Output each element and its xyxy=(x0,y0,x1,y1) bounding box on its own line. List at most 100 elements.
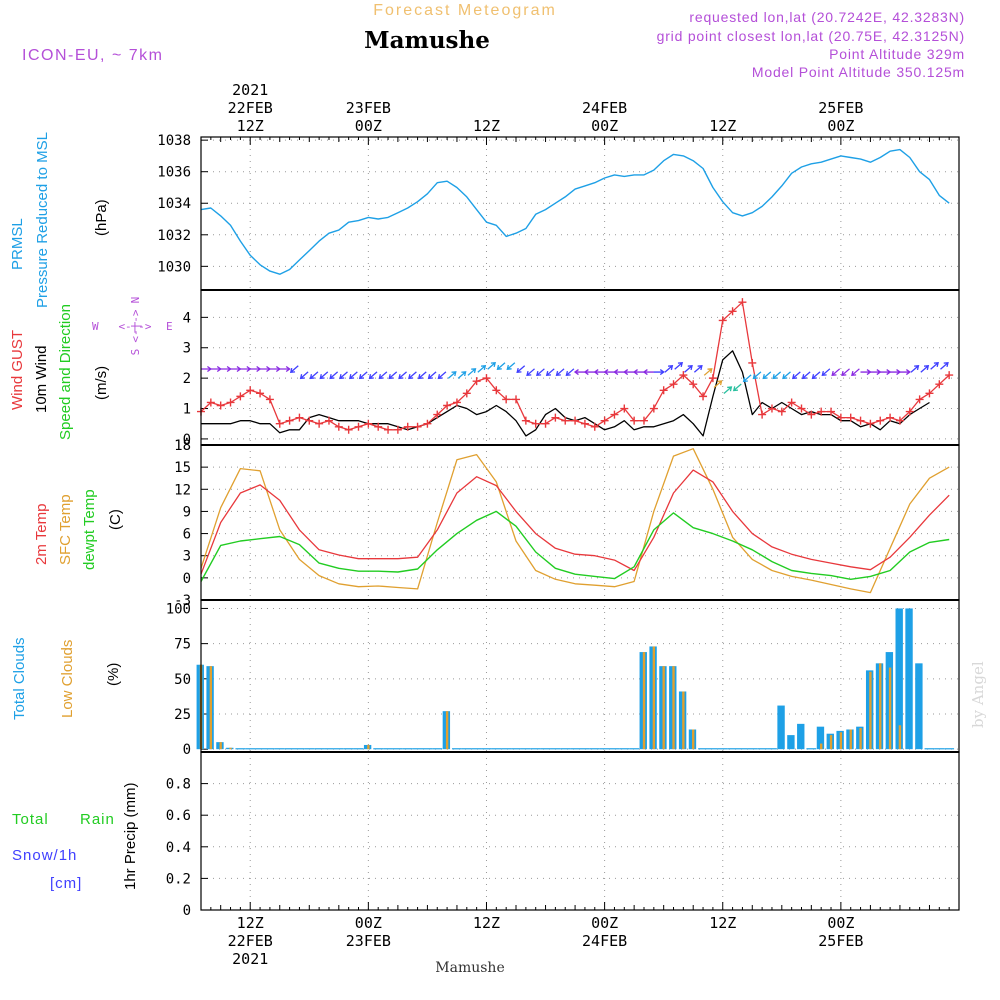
wind-ytick-label: 3 xyxy=(183,341,191,357)
total-cloud-bar xyxy=(353,748,364,750)
low-cloud-bar xyxy=(839,732,843,750)
wind-direction-arrow xyxy=(732,383,742,392)
time-label-bottom: 12Z xyxy=(709,914,736,932)
wind-direction-arrow xyxy=(772,371,782,380)
pressure-ytick-label: 1034 xyxy=(157,196,191,212)
wind-direction-arrow xyxy=(417,371,427,380)
low-cloud-bar xyxy=(367,744,370,750)
low-cloud-bar xyxy=(682,691,685,750)
total-cloud-bar xyxy=(895,608,903,750)
wind-direction-arrow xyxy=(664,365,674,373)
wind-direction-arrow xyxy=(319,371,329,380)
sfc-label: SFC Temp xyxy=(57,494,74,565)
wind-direction-arrow xyxy=(811,371,821,380)
precip-ytick-label: 0 xyxy=(183,903,191,919)
wind-direction-arrow xyxy=(516,365,526,374)
total-cloud-bar xyxy=(787,735,795,750)
total-cloud-bar xyxy=(245,748,256,750)
gust-marker xyxy=(590,422,599,431)
wind-direction-arrow xyxy=(841,368,850,377)
wind-direction-arrow xyxy=(398,371,407,380)
total-cloud-bar xyxy=(373,748,384,750)
pressure-line xyxy=(200,148,950,275)
low-cloud-bar xyxy=(445,711,449,750)
gust-marker xyxy=(305,416,314,425)
model-label: ICON-EU, ~ 7km xyxy=(22,47,163,64)
wind-labels: Wind GUST 10m Wind Speed and Direction (… xyxy=(9,297,173,440)
wind-direction-arrow xyxy=(309,371,319,380)
compass-arrows-h: <-|-> xyxy=(118,320,151,333)
compass-s: S xyxy=(129,349,142,356)
precip-ytick-label: 0.8 xyxy=(166,777,191,793)
precip-rain-label: Rain xyxy=(80,811,115,828)
wind-direction-arrow xyxy=(713,380,723,388)
gust-marker xyxy=(817,407,826,416)
time-label-top: 2021 xyxy=(232,81,268,99)
total-cloud-bar xyxy=(580,748,590,750)
wind-direction-arrow xyxy=(851,368,860,377)
low-cloud-bar xyxy=(888,667,892,750)
wind-direction-arrow xyxy=(477,365,487,373)
wind-direction-arrow xyxy=(603,369,615,376)
gust-marker xyxy=(797,404,806,413)
total-cloud-bar xyxy=(392,748,403,750)
gust-marker xyxy=(620,404,629,413)
gust-marker xyxy=(344,425,353,434)
t2m-line xyxy=(200,469,950,575)
gust-marker xyxy=(393,425,402,434)
low-clouds-label: Low Clouds xyxy=(59,640,76,718)
wind-direction-arrow xyxy=(940,361,949,370)
wind-direction-arrow xyxy=(801,371,811,380)
gust-marker xyxy=(679,371,688,380)
wind-direction-arrow xyxy=(506,362,516,370)
gust-marker xyxy=(876,416,885,425)
gust-marker xyxy=(571,416,580,425)
low-cloud-bar xyxy=(662,666,665,750)
gust-marker xyxy=(787,398,796,407)
total-cloud-bar xyxy=(797,723,805,750)
total-cloud-bar xyxy=(747,748,758,750)
footer-location: Mamushe xyxy=(435,960,504,976)
cloud-ytick-label: 50 xyxy=(174,672,191,688)
gust-marker xyxy=(689,380,698,389)
wind-direction-arrow xyxy=(821,368,831,377)
temp-ytick-label: 0 xyxy=(183,571,191,587)
celsius-label: (C) xyxy=(107,509,124,530)
wind-panel: 0 1 2 3 4 xyxy=(183,290,959,448)
gust-marker xyxy=(748,358,757,367)
hpa-label: (hPa) xyxy=(93,199,110,236)
gust-marker xyxy=(482,374,491,383)
total-cloud-bar xyxy=(934,748,945,750)
wind-gust-label: Wind GUST xyxy=(9,330,26,410)
gust-marker xyxy=(521,416,530,425)
wind-direction-arrow xyxy=(831,368,841,377)
wind-direction-arrow xyxy=(623,369,635,376)
gust-marker xyxy=(374,422,383,431)
wind-direction-arrow xyxy=(348,371,358,380)
time-label-bottom: 12Z xyxy=(237,914,264,932)
time-label-top: 25FEB xyxy=(818,99,863,117)
time-label-bottom: 24FEB xyxy=(582,932,627,950)
total-cloud-bar xyxy=(550,748,561,750)
total-cloud-bar xyxy=(806,748,817,750)
gust-marker xyxy=(472,377,481,386)
gust-marker xyxy=(836,413,845,422)
total-cloud-bar xyxy=(717,748,728,750)
wind-direction-arrow xyxy=(653,369,665,376)
wind-direction-arrow xyxy=(703,368,713,376)
wind-direction-arrow xyxy=(742,374,752,383)
time-label-bottom: 12Z xyxy=(473,914,500,932)
pressure-labels: PRMSL Pressure Reduced to MSL (hPa) xyxy=(9,132,110,308)
wind-dir-label: Speed and Direction xyxy=(57,304,74,440)
total-cloud-bar xyxy=(915,663,923,750)
gust-marker xyxy=(531,419,540,428)
gust-marker xyxy=(738,298,747,307)
total-cloud-bar xyxy=(452,748,462,750)
gust-marker xyxy=(384,425,393,434)
watermark: by Angel xyxy=(969,661,987,728)
total-cloud-bar xyxy=(599,748,610,750)
temperature-labels: 2m Temp SFC Temp dewpt Temp (C) xyxy=(33,489,124,570)
gust-marker xyxy=(364,419,373,428)
total-cloud-bar xyxy=(767,748,777,750)
total-cloud-bar xyxy=(432,748,443,750)
